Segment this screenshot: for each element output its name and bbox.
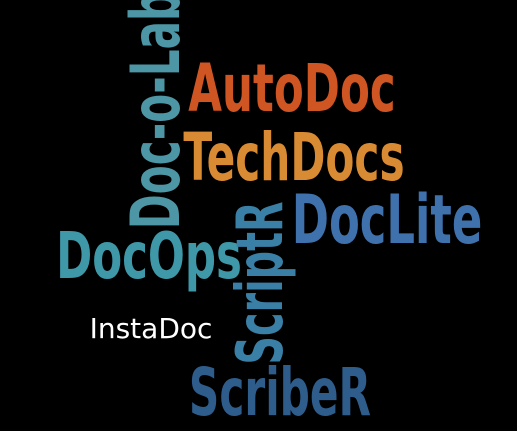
- word-scriber: ScribeR: [188, 354, 372, 431]
- word-scriptr: ScriptR: [224, 201, 298, 365]
- word-docops: DocOps: [56, 220, 242, 294]
- word-instadoc: InstaDoc: [89, 312, 213, 345]
- word-techdocs: TechDocs: [183, 119, 405, 196]
- word-doc-o-lab: Doc-o-Lab: [117, 0, 196, 230]
- word-doclite: DocLite: [291, 181, 483, 260]
- word-autodoc: AutoDoc: [188, 50, 396, 127]
